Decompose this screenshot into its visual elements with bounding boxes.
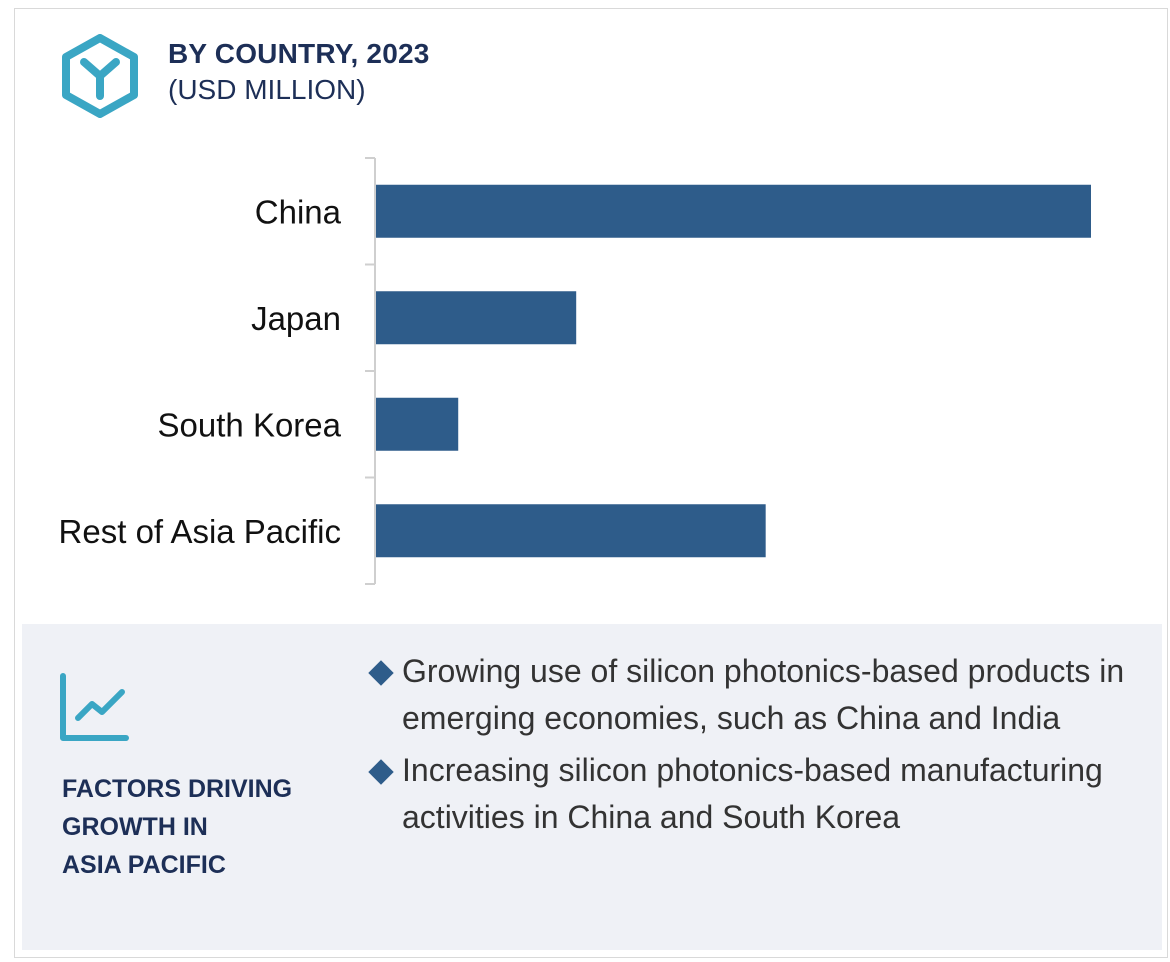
factors-heading: FACTORS DRIVING GROWTH IN ASIA PACIFIC — [62, 770, 352, 884]
factor-item: Growing use of silicon photonics-based p… — [368, 648, 1128, 742]
factors-panel — [22, 624, 1162, 950]
category-label: Rest of Asia Pacific — [59, 513, 341, 550]
bar — [376, 184, 1091, 238]
factors-list: Growing use of silicon photonics-based p… — [368, 648, 1128, 846]
factors-heading-line: GROWTH IN — [62, 813, 208, 841]
factor-text: Increasing silicon photonics-based manuf… — [402, 752, 1103, 835]
category-label: China — [255, 193, 342, 230]
diamond-bullet-icon — [368, 660, 394, 686]
chart-subtitle: (USD MILLION) — [168, 74, 366, 105]
category-label: Japan — [251, 300, 341, 337]
factors-heading-line: FACTORS DRIVING — [62, 775, 293, 803]
bar — [376, 291, 577, 345]
hexagon-y-logo-icon — [62, 34, 138, 118]
factor-text: Growing use of silicon photonics-based p… — [402, 653, 1125, 736]
chart-title: BY COUNTRY, 2023 — [168, 38, 430, 69]
category-label: South Korea — [158, 406, 342, 443]
factor-item: Increasing silicon photonics-based manuf… — [368, 747, 1128, 841]
trend-chart-icon — [60, 673, 129, 741]
bar-chart: China Japan South Korea Rest of Asia Pacifi… — [59, 157, 1091, 585]
bar — [376, 504, 766, 558]
bar — [376, 397, 459, 451]
diamond-bullet-icon — [368, 759, 394, 785]
factors-heading-line: ASIA PACIFIC — [62, 851, 226, 879]
